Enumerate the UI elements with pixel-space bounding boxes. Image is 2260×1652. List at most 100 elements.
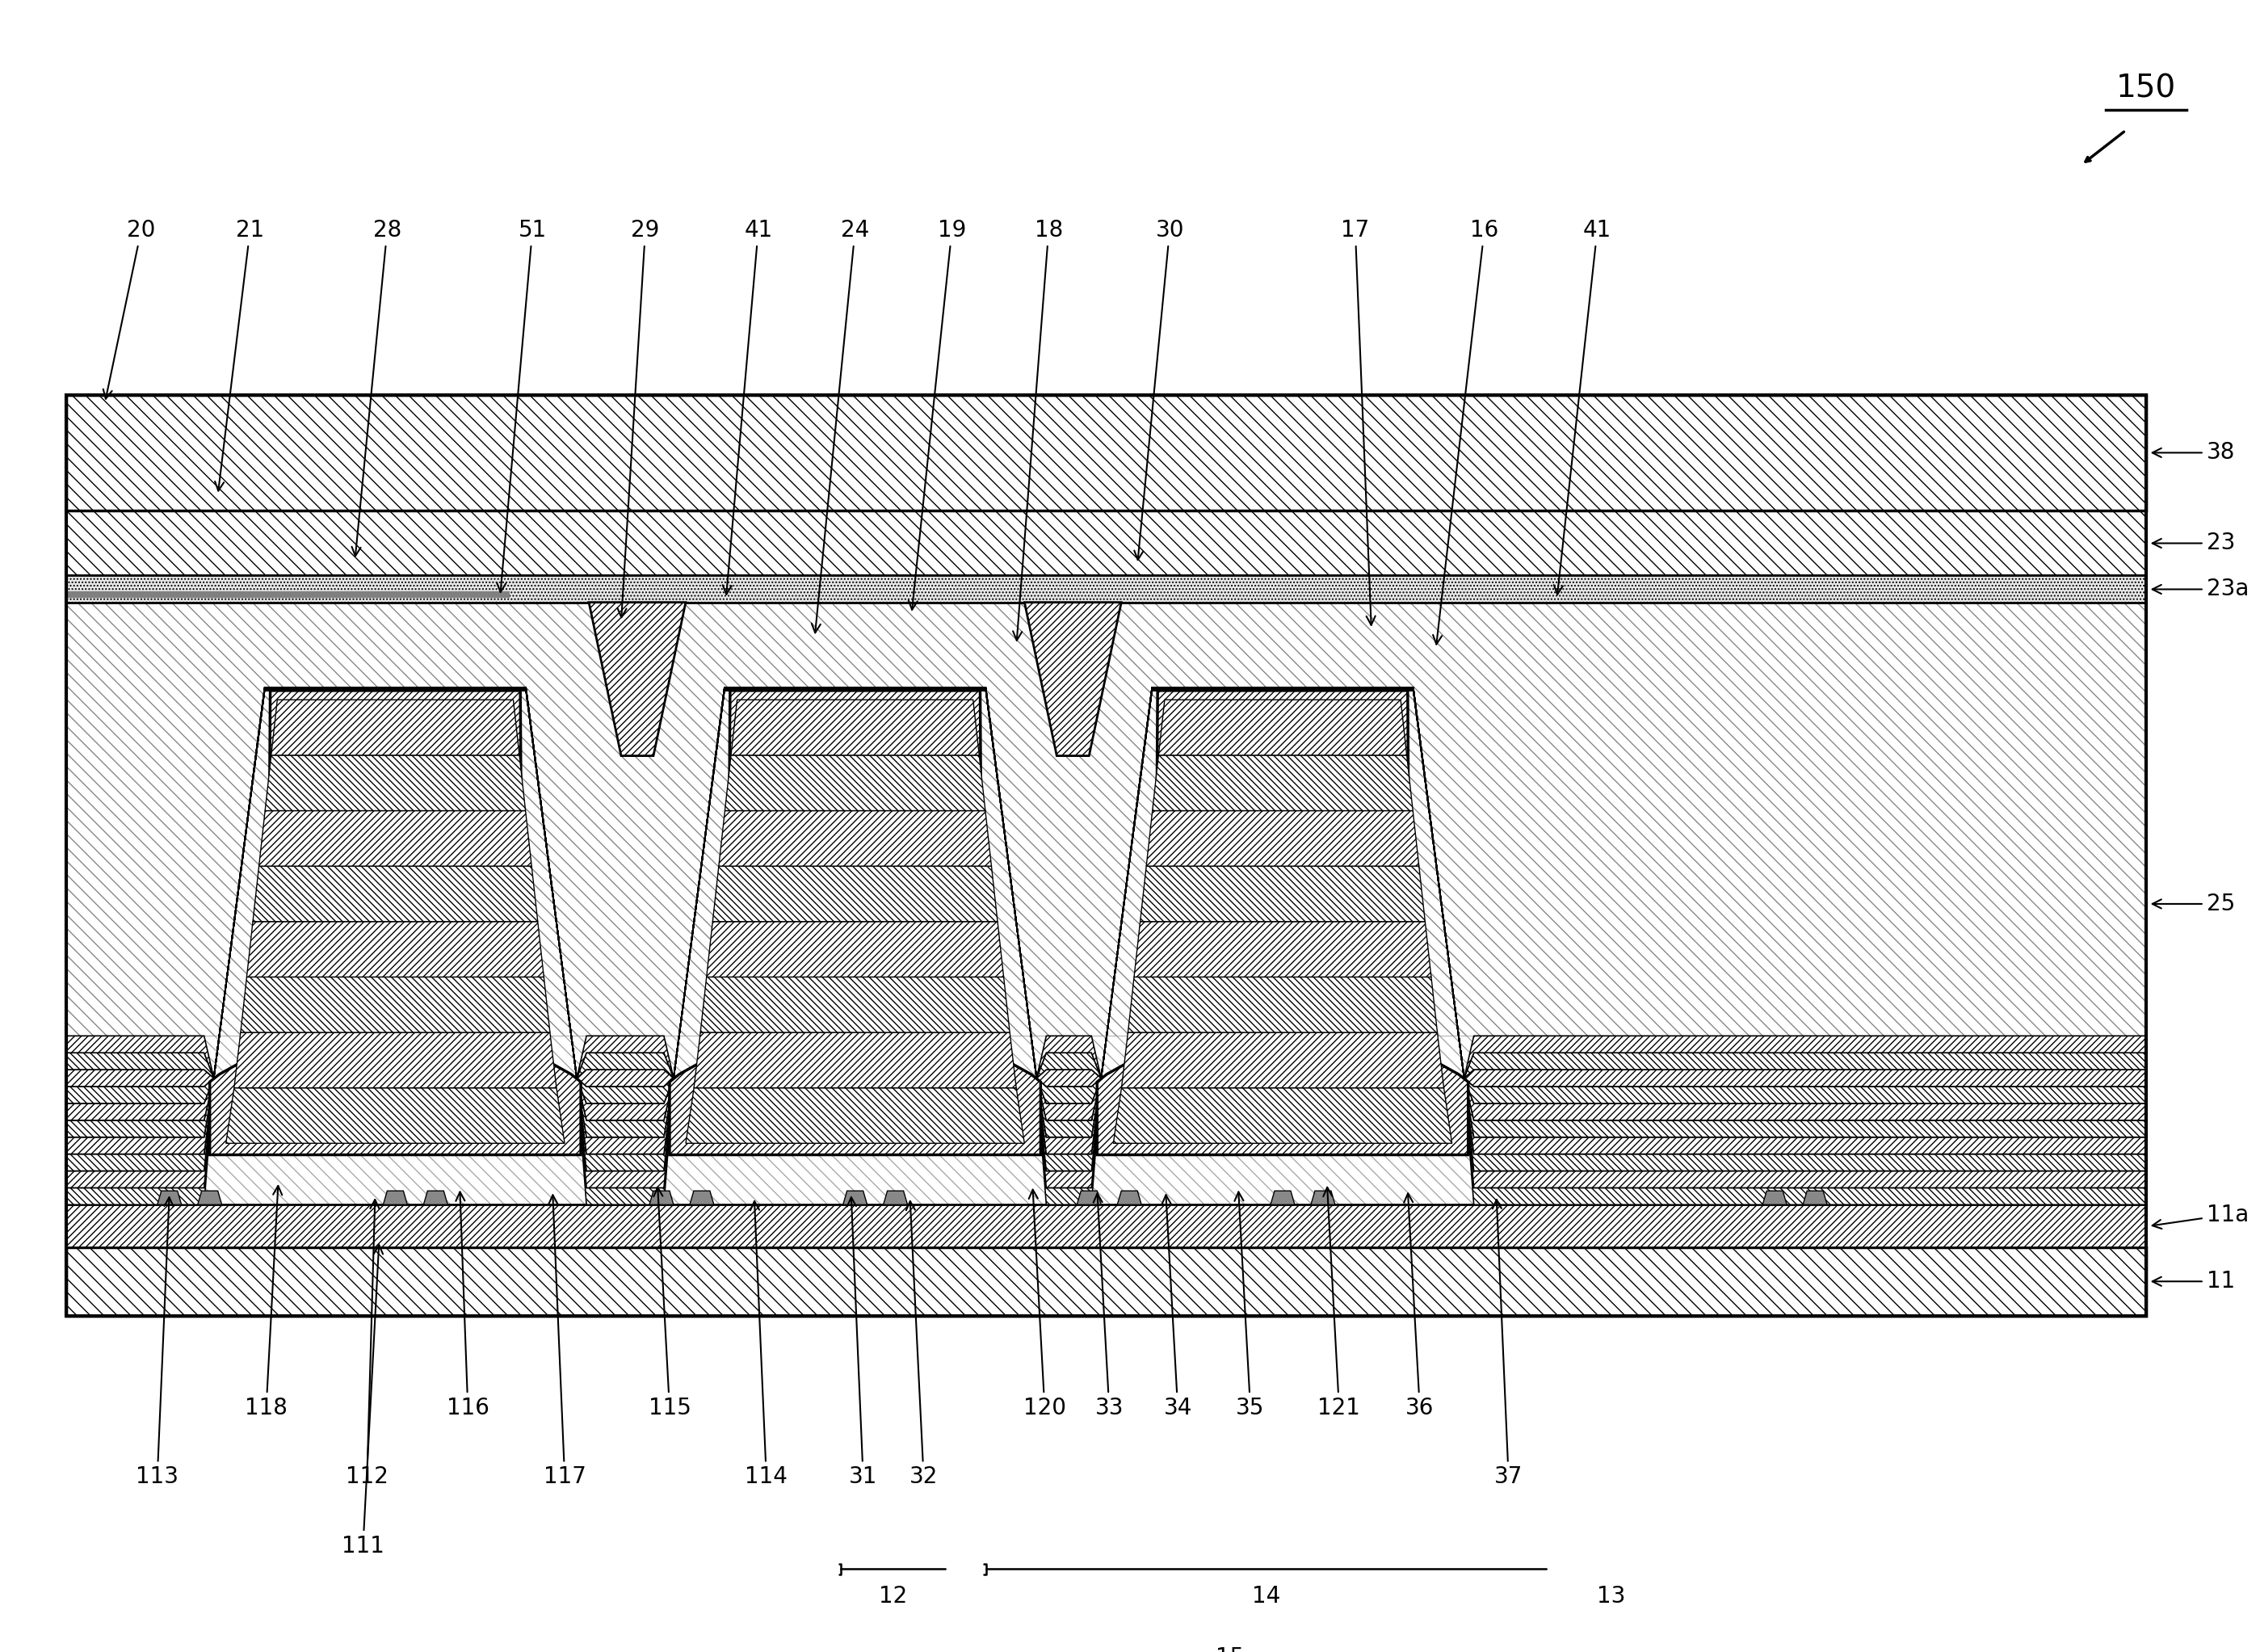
Text: 41: 41: [723, 220, 773, 595]
Text: 13: 13: [1598, 1584, 1625, 1607]
Text: 23: 23: [2152, 532, 2235, 555]
Polygon shape: [240, 976, 549, 1032]
Text: 28: 28: [353, 220, 402, 557]
Polygon shape: [66, 687, 2145, 1079]
Text: 113: 113: [136, 1198, 179, 1488]
Text: 35: 35: [1234, 1193, 1266, 1419]
Polygon shape: [685, 1089, 1024, 1143]
Polygon shape: [1763, 1191, 1788, 1204]
Text: 41: 41: [1555, 220, 1611, 595]
Polygon shape: [1141, 866, 1426, 922]
Bar: [66, 510, 2145, 575]
Polygon shape: [66, 691, 2145, 1171]
Bar: [66, 603, 2145, 1204]
Polygon shape: [649, 1191, 673, 1204]
Text: 16: 16: [1433, 220, 1498, 644]
Polygon shape: [66, 689, 2145, 1120]
Polygon shape: [423, 1191, 447, 1204]
Text: 11: 11: [2152, 1270, 2235, 1294]
Polygon shape: [271, 700, 520, 755]
Text: 29: 29: [617, 220, 660, 618]
Polygon shape: [701, 976, 1010, 1032]
Polygon shape: [66, 691, 2145, 1204]
Bar: [66, 395, 2145, 510]
Text: 20: 20: [104, 220, 156, 398]
Text: 30: 30: [1135, 220, 1184, 560]
Text: 23a: 23a: [2152, 578, 2249, 601]
Polygon shape: [1121, 1032, 1444, 1089]
Polygon shape: [712, 866, 997, 922]
Polygon shape: [66, 689, 2145, 1137]
Text: 114: 114: [746, 1201, 789, 1488]
Polygon shape: [384, 1191, 407, 1204]
Text: 36: 36: [1403, 1193, 1435, 1419]
Bar: [66, 395, 2145, 1317]
Polygon shape: [707, 922, 1003, 976]
Polygon shape: [1128, 976, 1437, 1032]
Text: 11a: 11a: [2152, 1203, 2249, 1229]
Polygon shape: [1153, 755, 1412, 811]
Text: 115: 115: [649, 1188, 692, 1419]
Polygon shape: [1116, 1191, 1141, 1204]
Text: 34: 34: [1162, 1194, 1191, 1419]
Polygon shape: [1311, 1191, 1336, 1204]
Polygon shape: [253, 866, 538, 922]
Text: 120: 120: [1024, 1189, 1067, 1419]
Text: 12: 12: [879, 1584, 906, 1607]
Polygon shape: [1096, 691, 1469, 1155]
Polygon shape: [1024, 603, 1121, 757]
Polygon shape: [689, 1191, 714, 1204]
Text: 31: 31: [848, 1198, 877, 1488]
Bar: [66, 1204, 2145, 1247]
Polygon shape: [158, 1191, 181, 1204]
Polygon shape: [590, 603, 685, 757]
Text: 15: 15: [1216, 1645, 1245, 1652]
Bar: [66, 603, 2145, 1036]
Text: 150: 150: [2115, 73, 2176, 104]
Polygon shape: [694, 1032, 1017, 1089]
Polygon shape: [1270, 1191, 1295, 1204]
Polygon shape: [725, 755, 985, 811]
Text: 21: 21: [215, 220, 264, 491]
Polygon shape: [66, 691, 2145, 1188]
Bar: [66, 1247, 2145, 1317]
Polygon shape: [1135, 922, 1431, 976]
Polygon shape: [66, 689, 2145, 1155]
Polygon shape: [843, 1191, 868, 1204]
Polygon shape: [1078, 1191, 1101, 1204]
Text: 24: 24: [811, 220, 870, 633]
Polygon shape: [1114, 1089, 1451, 1143]
Polygon shape: [1159, 700, 1406, 755]
Polygon shape: [260, 811, 531, 866]
Polygon shape: [210, 691, 581, 1155]
Text: 33: 33: [1094, 1193, 1123, 1419]
Bar: [66, 575, 2145, 603]
Polygon shape: [884, 1191, 909, 1204]
Text: 117: 117: [542, 1194, 585, 1488]
Polygon shape: [264, 755, 527, 811]
Text: 14: 14: [1252, 1584, 1281, 1607]
Text: 18: 18: [1012, 220, 1062, 641]
Text: 111: 111: [341, 1246, 384, 1558]
Polygon shape: [197, 1191, 221, 1204]
Text: 17: 17: [1340, 220, 1376, 624]
Text: 32: 32: [906, 1201, 938, 1488]
Polygon shape: [235, 1032, 556, 1089]
Text: 25: 25: [2152, 892, 2235, 915]
Polygon shape: [66, 689, 2145, 1104]
Polygon shape: [226, 1089, 565, 1143]
Text: 51: 51: [497, 220, 547, 591]
Text: 116: 116: [447, 1193, 488, 1419]
Polygon shape: [730, 700, 979, 755]
Text: 118: 118: [244, 1186, 287, 1419]
Polygon shape: [1803, 1191, 1826, 1204]
Text: 37: 37: [1492, 1199, 1523, 1488]
Text: 121: 121: [1318, 1188, 1361, 1419]
Polygon shape: [719, 811, 992, 866]
Polygon shape: [246, 922, 545, 976]
Text: 38: 38: [2152, 441, 2235, 464]
Polygon shape: [66, 689, 2145, 1087]
Polygon shape: [1146, 811, 1419, 866]
Text: 112: 112: [346, 1199, 389, 1488]
Polygon shape: [669, 691, 1040, 1155]
